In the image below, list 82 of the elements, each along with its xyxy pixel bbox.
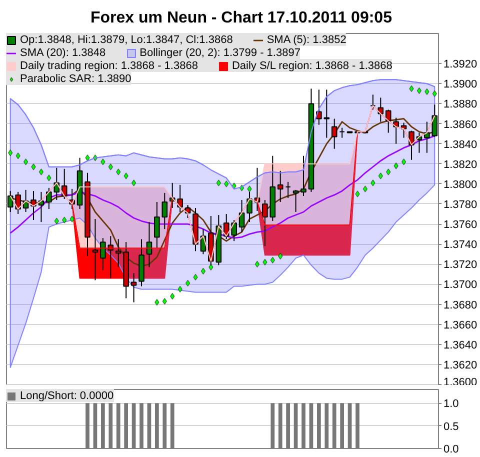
legend-label: SMA (20): 1.3848: [20, 46, 106, 59]
point: [62, 216, 67, 224]
point: [108, 164, 113, 170]
point: [70, 216, 74, 222]
y-tick-label: 1.3720: [444, 259, 478, 272]
y-tick-label: 1.3660: [444, 319, 478, 332]
candlestick: [300, 155, 306, 196]
point: [85, 154, 90, 162]
point: [100, 158, 106, 166]
y-tick-label: 0.5: [444, 420, 459, 433]
y-tick-label: 1.0: [444, 398, 459, 410]
candlestick: [432, 104, 438, 138]
point: [200, 268, 206, 275]
y-tick-label: 0.0: [444, 444, 459, 456]
point: [247, 186, 252, 192]
point: [23, 158, 28, 166]
legend-label: Bollinger (20, 2): 1.3799 - 1.3897: [140, 46, 300, 59]
candlestick: [408, 130, 414, 160]
legend-label: Daily trading region: 1.3868 - 1.3868: [20, 59, 198, 72]
candlestick: [100, 238, 106, 271]
candlestick: [231, 220, 237, 242]
point: [270, 256, 275, 264]
candlestick: [46, 187, 52, 210]
candlestick: [162, 192, 168, 230]
y-tick-label: 1.3780: [444, 198, 478, 211]
candlestick: [177, 184, 183, 213]
point: [394, 162, 398, 170]
point: [355, 190, 360, 198]
candlestick: [324, 89, 330, 138]
candlestick: [154, 201, 160, 249]
point: [131, 180, 136, 186]
point: [416, 87, 422, 94]
point: [54, 218, 59, 224]
point: [185, 280, 190, 287]
point: [262, 258, 268, 266]
point: [116, 168, 121, 176]
y-tick-label: 1.3900: [444, 78, 478, 91]
point: [124, 172, 128, 180]
y-tick-label: 1.3760: [444, 219, 478, 232]
legend-label: SMA (5): 1.3852: [266, 33, 346, 46]
point: [362, 186, 368, 192]
y-tick-label: 1.3700: [444, 279, 478, 292]
candlestick: [92, 218, 98, 281]
candlestick: [424, 121, 430, 154]
point: [378, 172, 383, 180]
candlestick: [238, 199, 245, 233]
candlestick: [292, 189, 299, 213]
candlestick: [262, 199, 268, 247]
point: [16, 152, 20, 160]
y-tick-label: 1.3620: [444, 359, 478, 372]
candlestick: [130, 272, 137, 303]
candlestick: [339, 127, 345, 138]
legend-label: Parabolic SAR: 1.3890: [20, 72, 132, 85]
y-tick-label: 1.3840: [444, 138, 478, 151]
y-tick-label: 1.3860: [444, 118, 478, 131]
point: [31, 164, 36, 170]
y-tick-label: 1.3680: [444, 299, 478, 312]
y-tick-label: 1.3640: [444, 339, 478, 352]
candlestick: [15, 191, 21, 215]
candlestick: [370, 94, 376, 110]
y-tick-label: 1.3820: [444, 158, 478, 171]
y-tick-label: 1.3880: [444, 98, 478, 111]
y-tick-label: 1.3920: [444, 58, 478, 71]
point: [370, 180, 376, 186]
y-tick-label: 1.3800: [444, 178, 478, 191]
point: [401, 158, 406, 166]
point: [38, 168, 44, 176]
point: [224, 180, 229, 188]
chart-title: Forex um Neun - Chart 17.10.2011 09:05: [90, 10, 392, 26]
legend-label: Daily S/L region: 1.3868 - 1.3868: [232, 59, 392, 72]
candlestick: [331, 118, 338, 150]
point: [386, 168, 391, 176]
candlestick: [277, 170, 284, 202]
legend-label: Long/Short: 0.0000: [20, 389, 114, 402]
point: [254, 260, 260, 268]
y-tick-label: 1.3740: [444, 239, 478, 252]
legend-label: Op:1.3848, Hi:1.3879, Lo:1.3847, Cl:1.3868: [20, 33, 233, 46]
point: [278, 252, 283, 260]
candlestick: [285, 181, 291, 198]
point: [46, 174, 52, 182]
point: [216, 180, 221, 186]
candlestick: [115, 238, 122, 268]
